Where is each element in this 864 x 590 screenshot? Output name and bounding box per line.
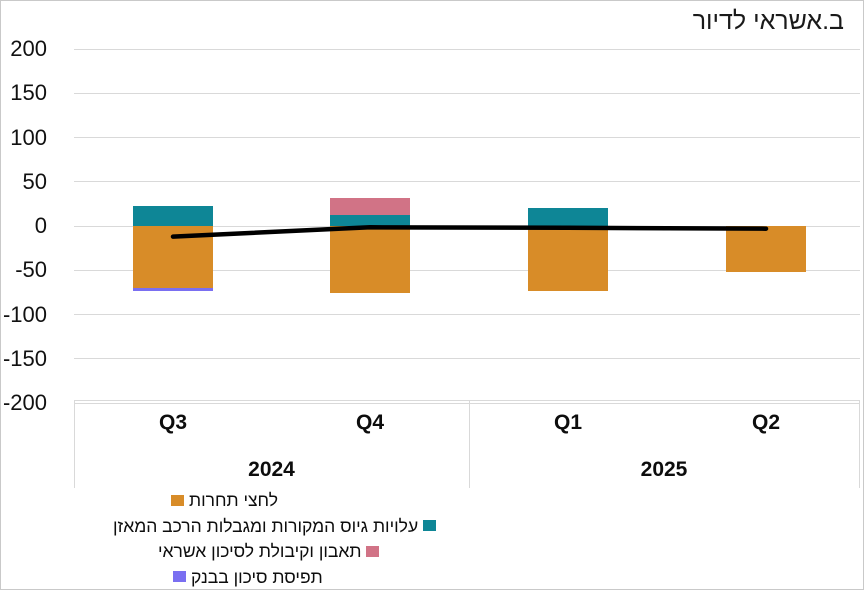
bar-segment-4 (133, 287, 213, 292)
gridline (74, 181, 860, 183)
axis-border-vertical (74, 400, 75, 488)
gridline (74, 48, 860, 50)
quarter-label: Q3 (158, 411, 187, 434)
y-axis-label: -100 (2, 301, 47, 327)
legend-label: לחצי תחרות (189, 490, 278, 510)
quarter-label: Q1 (553, 411, 582, 434)
gridline (74, 314, 860, 315)
y-axis-label: -150 (2, 345, 47, 371)
y-axis-label: -200 (2, 390, 47, 415)
legend-swatch (366, 545, 380, 557)
gridline (74, 269, 860, 271)
y-axis-label: 200 (10, 36, 47, 61)
bar-segment-1 (330, 226, 410, 294)
legend-item: לחצי תחרות (171, 489, 278, 511)
y-axis-label: 50 (22, 168, 47, 194)
y-axis-label: 150 (10, 80, 47, 106)
axis-border-vertical (469, 400, 470, 488)
bar-segment-1 (528, 226, 608, 292)
year-label: 2024 (248, 458, 295, 481)
legend-label: תאבון וקיבולת לסיכון אשראי (158, 541, 362, 561)
bar-segment-2 (133, 205, 213, 226)
axis-border-vertical (859, 400, 860, 488)
gridline (74, 92, 860, 94)
axis-border-top (74, 400, 859, 401)
net-line (170, 225, 769, 239)
legend-label: עלויות גיוס המקורות ומגבלות הרכב המאזן (113, 515, 419, 536)
year-label: 2025 (640, 458, 688, 481)
legend-label: תפיסת סיכון בבנק (191, 566, 323, 587)
gridline (74, 402, 860, 404)
legend-swatch (171, 494, 184, 506)
bar-segment-1 (726, 226, 806, 273)
legend-item: תאבון וקיבולת לסיכון אשראי (158, 540, 380, 562)
bar-segment-2 (528, 208, 608, 226)
legend-swatch (173, 571, 186, 582)
bar-segment-3 (330, 197, 410, 216)
gridline (74, 137, 860, 138)
quarter-label: Q2 (751, 411, 780, 434)
y-axis-label: -50 (15, 257, 47, 283)
chart-title: ב.אשראי לדיור (692, 7, 844, 35)
quarter-label: Q4 (355, 411, 384, 434)
y-axis-label: 100 (10, 124, 47, 150)
gridline (74, 358, 860, 360)
bar-segment-1 (133, 226, 213, 288)
legend-swatch (423, 520, 437, 531)
bar-segment-2 (330, 215, 410, 226)
y-axis-label: 0 (34, 213, 47, 238)
legend-item: עלויות גיוס המקורות ומגבלות הרכב המאזן (113, 515, 437, 537)
legend-item: תפיסת סיכון בבנק (173, 566, 323, 588)
